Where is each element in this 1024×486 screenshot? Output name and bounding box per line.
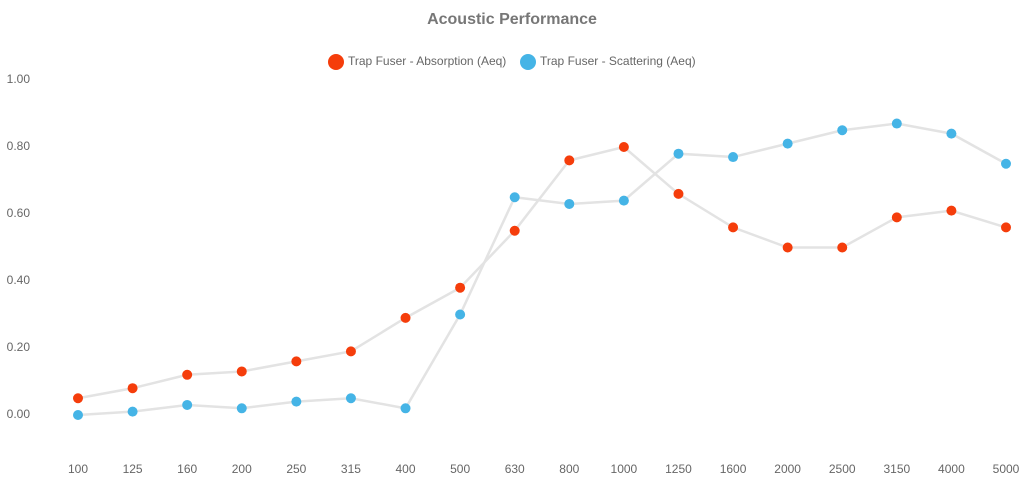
x-tick-label: 800 bbox=[559, 462, 579, 476]
data-point bbox=[455, 309, 466, 320]
x-tick-label: 500 bbox=[450, 462, 470, 476]
data-point bbox=[946, 205, 957, 216]
data-point bbox=[728, 152, 739, 163]
data-point bbox=[891, 212, 902, 223]
data-point bbox=[455, 282, 466, 293]
x-tick-label: 160 bbox=[177, 462, 197, 476]
x-tick-label: 200 bbox=[232, 462, 252, 476]
data-point bbox=[509, 225, 520, 236]
series-line bbox=[77, 145, 1007, 400]
x-tick-label: 630 bbox=[505, 462, 525, 476]
x-tick-label: 1000 bbox=[611, 462, 638, 476]
data-point bbox=[345, 346, 356, 357]
x-tick-label: 100 bbox=[68, 462, 88, 476]
y-tick-label: 1.00 bbox=[7, 72, 31, 86]
data-point bbox=[1001, 158, 1011, 169]
data-point bbox=[1001, 222, 1011, 233]
data-point bbox=[564, 155, 575, 166]
data-point bbox=[182, 399, 193, 410]
series-line bbox=[77, 122, 1007, 417]
data-point bbox=[618, 142, 629, 152]
data-point bbox=[400, 403, 411, 414]
data-point bbox=[73, 410, 83, 420]
y-tick-label: 0.80 bbox=[7, 139, 31, 153]
x-tick-label: 1250 bbox=[665, 462, 692, 476]
x-tick-label: 4000 bbox=[938, 462, 965, 476]
x-tick-label: 3150 bbox=[883, 462, 910, 476]
data-point bbox=[509, 192, 520, 203]
x-tick-label: 400 bbox=[396, 462, 416, 476]
x-tick-label: 2500 bbox=[829, 462, 856, 476]
data-point bbox=[564, 198, 575, 209]
data-point bbox=[891, 118, 902, 129]
x-tick-label: 2000 bbox=[774, 462, 801, 476]
data-point bbox=[291, 396, 302, 407]
legend-marker bbox=[520, 54, 536, 70]
data-point bbox=[127, 383, 138, 394]
data-point bbox=[782, 242, 793, 253]
data-point bbox=[182, 369, 193, 380]
legend-label: Trap Fuser - Scattering (Aeq) bbox=[540, 54, 696, 68]
chart-title: Acoustic Performance bbox=[427, 11, 597, 28]
data-point bbox=[127, 406, 138, 417]
y-tick-label: 0.00 bbox=[7, 407, 31, 421]
x-tick-label: 5000 bbox=[993, 462, 1020, 476]
data-point bbox=[946, 128, 957, 139]
data-point bbox=[673, 188, 684, 199]
x-tick-label: 1600 bbox=[720, 462, 747, 476]
data-point bbox=[400, 312, 411, 323]
legend-marker bbox=[328, 54, 344, 70]
y-tick-label: 0.20 bbox=[7, 340, 31, 354]
data-point bbox=[236, 366, 247, 377]
y-tick-label: 0.40 bbox=[7, 273, 31, 287]
x-tick-label: 315 bbox=[341, 462, 361, 476]
data-point bbox=[728, 222, 739, 233]
data-point bbox=[837, 242, 848, 253]
data-point bbox=[837, 125, 848, 136]
x-tick-label: 125 bbox=[123, 462, 143, 476]
data-point bbox=[236, 403, 247, 414]
legend-label: Trap Fuser - Absorption (Aeq) bbox=[348, 54, 506, 68]
data-point bbox=[673, 148, 684, 159]
data-point bbox=[345, 393, 356, 404]
data-point bbox=[782, 138, 793, 149]
y-tick-label: 0.60 bbox=[7, 206, 31, 220]
x-tick-label: 250 bbox=[286, 462, 306, 476]
data-point bbox=[73, 393, 83, 404]
data-point bbox=[291, 356, 302, 367]
data-point bbox=[618, 195, 629, 206]
